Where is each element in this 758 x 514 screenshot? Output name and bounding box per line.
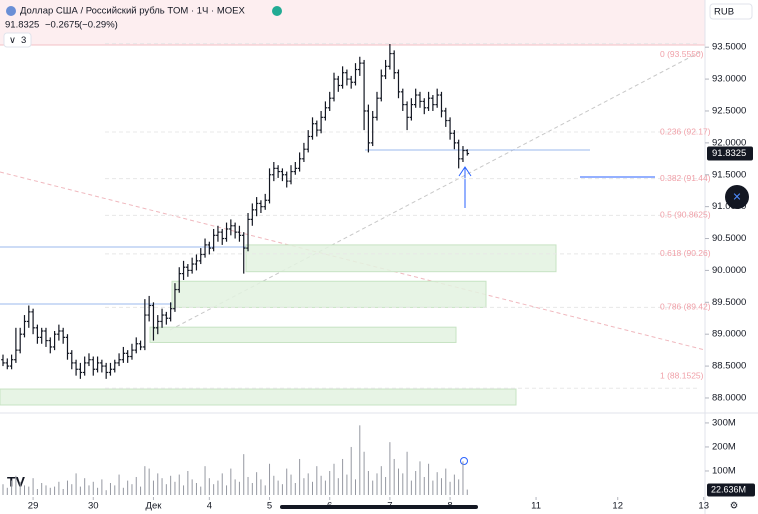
y-tick-label: 90.5000 xyxy=(712,233,746,244)
trend-line xyxy=(0,171,706,351)
zone xyxy=(245,244,557,273)
x-tick-label: 13 xyxy=(698,501,709,512)
y-tick-label: 89.5000 xyxy=(712,297,746,308)
y-tick-label: 88.0000 xyxy=(712,392,746,403)
change: −0.2675 xyxy=(45,20,80,31)
x-tick-label: 6 xyxy=(327,501,332,512)
y-tick-label: 91.5000 xyxy=(712,169,746,180)
y-tick-label: 92.5000 xyxy=(712,105,746,116)
currency-box[interactable] xyxy=(709,3,753,20)
change-pct: (−0.29%) xyxy=(79,20,118,31)
volume-tag-label: 22.636M xyxy=(711,484,746,494)
indicators-toggle[interactable] xyxy=(3,32,32,48)
x-tick-label: 7 xyxy=(387,501,392,512)
arrow xyxy=(458,166,472,208)
x-tick-label: 8 xyxy=(447,501,452,512)
resistance-band xyxy=(0,0,705,45)
zone xyxy=(149,326,457,343)
x-tick-label: 30 xyxy=(88,501,99,512)
price-tag xyxy=(707,146,753,161)
settings-icon[interactable]: ⚙ xyxy=(730,501,739,512)
status-dot xyxy=(272,6,282,16)
y-tick-label: 88.5000 xyxy=(712,361,746,372)
x-tick-label: Дек xyxy=(146,501,163,512)
volume-tick-label: 200M xyxy=(712,441,736,452)
x-tick-label: 12 xyxy=(612,501,623,512)
volume-tick-label: 100M xyxy=(712,465,736,476)
tool-button[interactable] xyxy=(725,185,749,209)
currency: RUB xyxy=(714,7,734,18)
fib-label: 0.236 (92.17) xyxy=(660,126,711,136)
x-tick-label: 11 xyxy=(531,501,541,512)
y-tick-label: 92.0000 xyxy=(712,137,746,148)
fib-label: 0 (93.5550) xyxy=(660,49,704,59)
y-tick-label: 91.0000 xyxy=(712,201,746,212)
fib-label: 0.5 (90.8625) xyxy=(660,210,711,220)
chart-title: Доллар США / Российский рубль TOM · 1Ч ·… xyxy=(20,6,245,17)
y-tick-label: 93.0000 xyxy=(712,74,746,85)
x-tick-label: 4 xyxy=(207,501,212,512)
x-tick-label: 29 xyxy=(28,501,39,512)
fib-label: 0.618 (90.26) xyxy=(660,248,711,258)
indicator-count: 3 xyxy=(21,35,26,46)
y-tick-label: 90.0000 xyxy=(712,265,746,276)
price-tag-label: 91.8325 xyxy=(712,148,746,159)
y-tick-label: 93.5000 xyxy=(712,42,746,53)
x-tick-label: 5 xyxy=(267,501,272,512)
tool-icon: ✕ xyxy=(732,191,741,203)
zone xyxy=(171,280,487,308)
volume-tag xyxy=(707,483,755,497)
last-price: 91.8325 xyxy=(5,20,39,31)
fib-label: 0.786 (89.42) xyxy=(660,302,711,312)
symbol-icon xyxy=(6,6,16,16)
scrollbar[interactable] xyxy=(280,505,478,509)
volume-tick-label: 300M xyxy=(712,417,736,428)
y-tick-label: 89.0000 xyxy=(712,329,746,340)
fib-label: 0.382 (91.44) xyxy=(660,173,711,183)
chevron: ∨ xyxy=(9,35,16,46)
fib-label: 1 (88.1525) xyxy=(660,370,704,380)
zone xyxy=(0,388,517,406)
volume-marker xyxy=(460,457,468,465)
